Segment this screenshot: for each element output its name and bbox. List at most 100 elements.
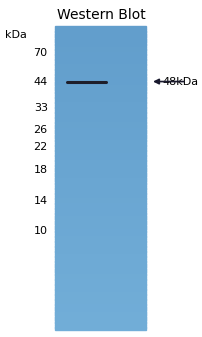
- Bar: [55, 266, 145, 270]
- Bar: [55, 41, 145, 44]
- Bar: [55, 327, 145, 330]
- Bar: [55, 188, 145, 191]
- Text: 22: 22: [33, 142, 47, 152]
- Bar: [55, 102, 145, 105]
- Bar: [55, 153, 145, 156]
- Bar: [55, 216, 145, 219]
- Text: Western Blot: Western Blot: [57, 8, 145, 23]
- Bar: [55, 292, 145, 295]
- Bar: [55, 117, 145, 120]
- Bar: [55, 148, 145, 151]
- Bar: [55, 39, 145, 42]
- Bar: [55, 236, 145, 239]
- Bar: [55, 276, 145, 280]
- Bar: [55, 112, 145, 115]
- Bar: [55, 317, 145, 320]
- Bar: [55, 74, 145, 78]
- Bar: [55, 57, 145, 60]
- Bar: [55, 105, 145, 108]
- Text: 26: 26: [33, 125, 47, 135]
- Bar: [55, 319, 145, 323]
- Bar: [55, 218, 145, 222]
- Bar: [55, 69, 145, 72]
- Bar: [55, 125, 145, 128]
- Bar: [55, 213, 145, 216]
- Bar: [55, 143, 145, 146]
- Bar: [55, 254, 145, 257]
- Bar: [55, 228, 145, 232]
- Bar: [55, 100, 145, 103]
- Bar: [55, 322, 145, 325]
- Bar: [55, 249, 145, 252]
- Bar: [55, 201, 145, 204]
- Bar: [55, 107, 145, 111]
- Bar: [55, 92, 145, 95]
- Bar: [55, 168, 145, 171]
- Bar: [55, 307, 145, 310]
- Bar: [55, 150, 145, 153]
- Bar: [55, 158, 145, 161]
- Bar: [55, 286, 145, 290]
- Text: 18: 18: [33, 165, 47, 175]
- Bar: [55, 62, 145, 65]
- Bar: [55, 262, 145, 265]
- Text: 48kDa: 48kDa: [162, 76, 198, 87]
- Bar: [55, 246, 145, 249]
- Text: 14: 14: [33, 195, 47, 206]
- Text: 33: 33: [34, 103, 47, 113]
- Bar: [55, 64, 145, 67]
- Bar: [55, 90, 145, 93]
- Bar: [55, 226, 145, 229]
- Bar: [55, 132, 145, 135]
- Bar: [55, 47, 145, 50]
- Bar: [55, 173, 145, 176]
- Bar: [55, 185, 145, 189]
- Bar: [55, 155, 145, 158]
- Bar: [55, 223, 145, 226]
- Bar: [55, 231, 145, 234]
- Bar: [55, 178, 145, 181]
- Bar: [55, 122, 145, 125]
- Bar: [55, 289, 145, 292]
- Bar: [55, 97, 145, 100]
- Bar: [55, 59, 145, 62]
- Bar: [55, 52, 145, 55]
- Bar: [55, 67, 145, 70]
- Bar: [55, 115, 145, 118]
- Bar: [55, 26, 145, 29]
- Bar: [55, 314, 145, 317]
- Bar: [55, 264, 145, 267]
- Bar: [55, 135, 145, 138]
- Bar: [55, 206, 145, 209]
- Bar: [55, 120, 145, 123]
- Text: 10: 10: [34, 226, 47, 236]
- Bar: [55, 82, 145, 85]
- Bar: [55, 272, 145, 275]
- Bar: [55, 256, 145, 259]
- Bar: [55, 244, 145, 247]
- Bar: [55, 31, 145, 35]
- Bar: [55, 297, 145, 300]
- Bar: [55, 127, 145, 130]
- Bar: [55, 198, 145, 201]
- Bar: [55, 130, 145, 133]
- Bar: [55, 79, 145, 83]
- Bar: [55, 279, 145, 282]
- Bar: [55, 282, 145, 285]
- Bar: [55, 87, 145, 90]
- Bar: [55, 34, 145, 37]
- Bar: [55, 251, 145, 254]
- Bar: [55, 208, 145, 212]
- Bar: [55, 165, 145, 168]
- Bar: [55, 274, 145, 277]
- Bar: [55, 77, 145, 80]
- Bar: [55, 29, 145, 32]
- Bar: [55, 84, 145, 88]
- Bar: [55, 193, 145, 196]
- Bar: [55, 183, 145, 186]
- Bar: [55, 299, 145, 303]
- Bar: [55, 170, 145, 174]
- Bar: [55, 190, 145, 194]
- Bar: [55, 72, 145, 75]
- Bar: [55, 211, 145, 214]
